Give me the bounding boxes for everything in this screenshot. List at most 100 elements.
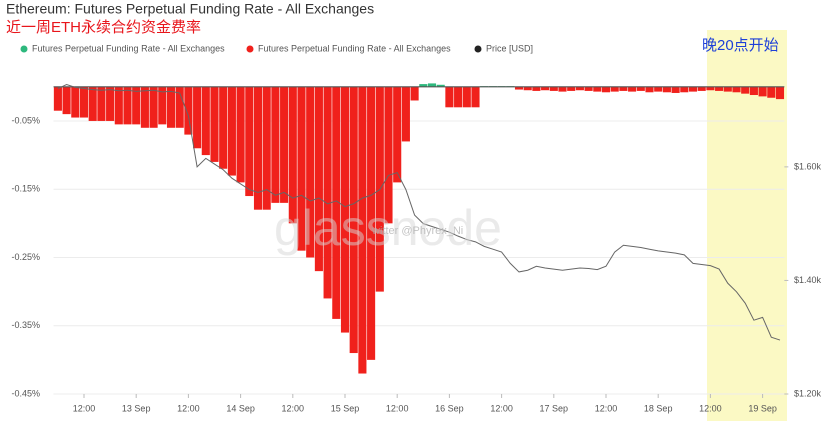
- x-tick-label: 12:00: [490, 403, 513, 413]
- bar: [166, 86, 176, 128]
- bar: [227, 86, 236, 176]
- x-tick-label: 18 Sep: [644, 403, 673, 413]
- bar: [584, 86, 593, 91]
- legend-label: Price [USD]: [486, 43, 533, 53]
- bar: [749, 86, 758, 96]
- bar: [62, 86, 71, 115]
- bar: [767, 86, 776, 98]
- bar: [297, 86, 306, 251]
- bar: [758, 86, 767, 97]
- bar: [236, 86, 245, 183]
- bar: [53, 86, 62, 111]
- x-tick-label: 17 Sep: [540, 403, 569, 413]
- bar: [436, 84, 445, 87]
- bar: [462, 86, 471, 108]
- chart-title: Ethereum: Futures Perpetual Funding Rate…: [6, 1, 374, 17]
- bar: [306, 86, 315, 258]
- bar: [610, 86, 619, 92]
- bar: [280, 86, 289, 203]
- bar: [471, 86, 480, 108]
- bar: [636, 86, 645, 91]
- bar: [419, 84, 428, 87]
- x-tick-label: 12:00: [595, 403, 618, 413]
- bar: [384, 86, 393, 224]
- bar: [97, 86, 106, 121]
- bar: [514, 86, 524, 90]
- bar: [628, 86, 637, 92]
- legend-marker: [474, 45, 482, 53]
- bar: [201, 86, 210, 156]
- bar: [340, 86, 350, 333]
- bar: [323, 86, 332, 299]
- y-tick-label: -0.35%: [11, 320, 40, 330]
- x-tick-label: 12:00: [177, 403, 200, 413]
- bar: [367, 86, 376, 360]
- bar: [549, 86, 558, 91]
- y-tick-label: -0.05%: [11, 115, 40, 125]
- y2-tick-label: $1.60k: [794, 161, 822, 171]
- credit: witter @Phyrex_Ni: [371, 225, 463, 237]
- bar: [645, 86, 654, 93]
- plot-area: -0.05% -0.15% -0.25% -0.35% -0.45% $1.60k $1.4…: [11, 83, 822, 413]
- bar: [71, 86, 80, 118]
- bar: [680, 86, 689, 93]
- x-tick-label: 12:00: [699, 403, 722, 413]
- bar: [393, 86, 402, 183]
- bar: [715, 86, 724, 91]
- bar: [106, 86, 115, 121]
- bar: [184, 86, 193, 135]
- bar: [541, 86, 550, 91]
- legend-marker: [246, 45, 254, 53]
- bar: [79, 86, 89, 118]
- bar: [593, 86, 602, 92]
- bar: [219, 86, 228, 169]
- chart-subtitle: 近一周ETH永续合约资金费率: [6, 19, 201, 36]
- bar: [401, 86, 410, 142]
- bar: [671, 86, 680, 93]
- bar: [775, 86, 785, 100]
- price-line: [57, 84, 781, 341]
- x-tick-label: 12:00: [73, 403, 96, 413]
- x-tick-label: 15 Sep: [331, 403, 360, 413]
- y2-tick-label: $1.20k: [794, 388, 822, 398]
- bar: [349, 86, 358, 354]
- bar: [245, 86, 254, 197]
- bar: [654, 86, 663, 92]
- annotation: 晚20点开始: [702, 37, 779, 54]
- bar: [445, 86, 454, 108]
- bar: [253, 86, 263, 210]
- bar: [732, 86, 741, 93]
- bar: [262, 86, 271, 210]
- watermark: glassnode: [274, 200, 502, 256]
- bar: [688, 86, 698, 92]
- bar: [271, 86, 280, 203]
- x-tick-label: 12:00: [282, 403, 305, 413]
- bar: [619, 86, 628, 91]
- bar: [697, 86, 706, 91]
- bar: [662, 86, 671, 93]
- x-tick-label: 13 Sep: [122, 403, 151, 413]
- legend-label: Futures Perpetual Funding Rate - All Exc…: [32, 43, 225, 53]
- y-tick-label: -0.25%: [11, 252, 40, 262]
- bar: [193, 86, 202, 149]
- bar: [288, 86, 297, 224]
- bar: [88, 86, 97, 121]
- bar: [314, 86, 323, 272]
- bar: [723, 86, 732, 92]
- bar: [140, 86, 149, 128]
- bar: [741, 86, 750, 94]
- bar: [410, 86, 419, 101]
- bar: [427, 83, 437, 87]
- bar: [601, 86, 611, 93]
- bar: [158, 86, 167, 125]
- y-tick-label: -0.15%: [11, 184, 40, 194]
- bar: [558, 86, 567, 92]
- bar: [132, 86, 141, 125]
- bar: [532, 86, 541, 91]
- x-tick-label: 16 Sep: [435, 403, 464, 413]
- bar: [358, 86, 367, 374]
- bar: [575, 86, 584, 91]
- x-tick-label: 19 Sep: [748, 403, 777, 413]
- x-tick-label: 12:00: [386, 403, 409, 413]
